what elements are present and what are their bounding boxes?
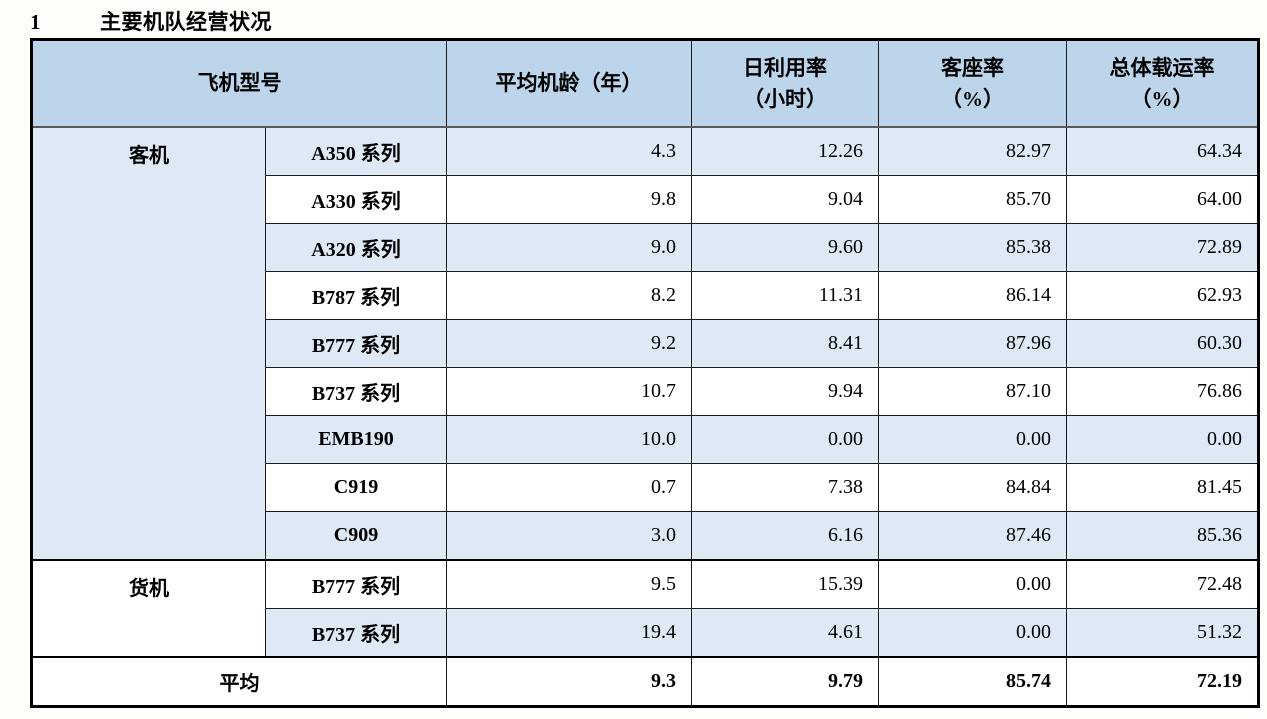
table-row-b737-passenger: B737 系列 10.7 9.94 87.10 76.86 bbox=[32, 367, 1259, 416]
load-factor-cell: 87.96 bbox=[878, 319, 1067, 368]
load-factor-average-cell: 85.74 bbox=[878, 656, 1067, 707]
col-header-load-factor-line1: 客座率 bbox=[941, 56, 1004, 81]
overall-load-cell: 72.89 bbox=[1066, 223, 1259, 272]
avg-age-cell: 10.0 bbox=[446, 415, 692, 464]
overall-load-cell: 60.30 bbox=[1066, 319, 1259, 368]
table-row-c909: C909 3.0 6.16 87.46 85.36 bbox=[32, 511, 1259, 561]
overall-load-cell: 64.34 bbox=[1066, 126, 1259, 176]
model-cell: B787 系列 bbox=[265, 271, 447, 320]
daily-util-cell: 12.26 bbox=[691, 126, 879, 176]
model-cell: C909 bbox=[265, 511, 447, 561]
avg-age-cell: 4.3 bbox=[446, 126, 692, 176]
avg-age-cell: 9.5 bbox=[446, 559, 692, 609]
avg-age-cell: 9.2 bbox=[446, 319, 692, 368]
load-factor-cell: 0.00 bbox=[878, 608, 1067, 658]
table-row-a350: 客机 A350 系列 4.3 12.26 82.97 64.34 bbox=[31, 126, 1259, 561]
model-cell: B737 系列 bbox=[265, 367, 447, 416]
avg-age-cell: 0.7 bbox=[446, 463, 692, 512]
group-cell-cargo: 货机 bbox=[31, 559, 266, 658]
model-cell: A350 系列 bbox=[265, 126, 447, 176]
section-number: 1 bbox=[30, 10, 41, 34]
avg-age-cell: 19.4 bbox=[446, 608, 692, 658]
col-header-load-factor-line2: （%） bbox=[941, 86, 1004, 111]
overall-load-cell: 62.93 bbox=[1066, 271, 1259, 320]
load-factor-cell: 86.14 bbox=[878, 271, 1067, 320]
avg-age-cell: 10.7 bbox=[446, 367, 692, 416]
model-cell: B737 系列 bbox=[265, 608, 447, 658]
header-row: 飞机型号 平均机龄（年） 日利用率 （小时） 客座率 （%） 总体载运率 （%） bbox=[31, 39, 1259, 128]
daily-util-cell: 11.31 bbox=[691, 271, 879, 320]
daily-util-cell: 8.41 bbox=[691, 319, 879, 368]
overall-load-cell: 85.36 bbox=[1066, 511, 1259, 561]
col-header-daily-utilization-line2: （小时） bbox=[743, 86, 827, 111]
daily-util-cell: 9.94 bbox=[691, 367, 879, 416]
table-row-a320: A320 系列 9.0 9.60 85.38 72.89 bbox=[32, 223, 1259, 272]
col-header-overall-load-line2: （%） bbox=[1130, 86, 1194, 111]
load-factor-cell: 82.97 bbox=[878, 126, 1067, 176]
model-cell: B777 系列 bbox=[265, 559, 447, 609]
avg-age-cell: 9.8 bbox=[446, 175, 692, 224]
col-header-overall-load: 总体载运率 （%） bbox=[1066, 39, 1259, 128]
overall-load-cell: 64.00 bbox=[1066, 175, 1259, 224]
load-factor-cell: 85.38 bbox=[878, 223, 1067, 272]
overall-load-cell: 76.86 bbox=[1066, 367, 1259, 416]
col-header-daily-utilization: 日利用率 （小时） bbox=[691, 39, 879, 128]
model-cell: EMB190 bbox=[265, 415, 447, 464]
avg-age-average-cell: 9.3 bbox=[446, 656, 692, 707]
page-title: 主要机队经营状况 bbox=[100, 10, 272, 34]
fleet-operations-table: 飞机型号 平均机龄（年） 日利用率 （小时） 客座率 （%） 总体载运率 （%）… bbox=[30, 38, 1260, 708]
model-cell: B777 系列 bbox=[265, 319, 447, 368]
model-cell: C919 bbox=[265, 463, 447, 512]
overall-load-cell: 81.45 bbox=[1066, 463, 1259, 512]
daily-util-cell: 9.60 bbox=[691, 223, 879, 272]
load-factor-cell: 84.84 bbox=[878, 463, 1067, 512]
daily-util-average-cell: 9.79 bbox=[691, 656, 879, 707]
load-factor-cell: 85.70 bbox=[878, 175, 1067, 224]
col-header-load-factor: 客座率 （%） bbox=[878, 39, 1067, 128]
table-row-b777-passenger: B777 系列 9.2 8.41 87.96 60.30 bbox=[32, 319, 1259, 368]
col-header-daily-utilization-line1: 日利用率 bbox=[743, 56, 827, 81]
average-label-cell: 平均 bbox=[31, 656, 447, 707]
table-row-b777-cargo: 货机 B777 系列 9.5 15.39 0.00 72.48 bbox=[31, 559, 1259, 658]
daily-util-cell: 15.39 bbox=[691, 559, 879, 609]
load-factor-cell: 0.00 bbox=[878, 415, 1067, 464]
daily-util-cell: 0.00 bbox=[691, 415, 879, 464]
overall-load-cell: 51.32 bbox=[1066, 608, 1259, 658]
col-header-overall-load-line1: 总体载运率 bbox=[1109, 56, 1215, 81]
table-row-average: 平均 9.3 9.79 85.74 72.19 bbox=[31, 656, 1259, 707]
table-row-c919: C919 0.7 7.38 84.84 81.45 bbox=[32, 463, 1259, 512]
daily-util-cell: 7.38 bbox=[691, 463, 879, 512]
load-factor-cell: 0.00 bbox=[878, 559, 1067, 609]
table-row-emb190: EMB190 10.0 0.00 0.00 0.00 bbox=[32, 415, 1259, 464]
model-cell: A330 系列 bbox=[265, 175, 447, 224]
avg-age-cell: 8.2 bbox=[446, 271, 692, 320]
section-title: 1 主要机队经营状况 bbox=[0, 0, 1267, 34]
table-row-a330: A330 系列 9.8 9.04 85.70 64.00 bbox=[32, 175, 1259, 224]
load-factor-cell: 87.46 bbox=[878, 511, 1067, 561]
avg-age-cell: 3.0 bbox=[446, 511, 692, 561]
overall-load-average-cell: 72.19 bbox=[1066, 656, 1259, 707]
daily-util-cell: 9.04 bbox=[691, 175, 879, 224]
table-row-b787: B787 系列 8.2 11.31 86.14 62.93 bbox=[32, 271, 1259, 320]
col-header-avg-age: 平均机龄（年） bbox=[446, 39, 692, 128]
load-factor-cell: 87.10 bbox=[878, 367, 1067, 416]
col-header-aircraft-model: 飞机型号 bbox=[31, 39, 447, 128]
overall-load-cell: 0.00 bbox=[1066, 415, 1259, 464]
avg-age-cell: 9.0 bbox=[446, 223, 692, 272]
group-cell-passenger: 客机 bbox=[31, 126, 266, 561]
daily-util-cell: 6.16 bbox=[691, 511, 879, 561]
model-cell: A320 系列 bbox=[265, 223, 447, 272]
overall-load-cell: 72.48 bbox=[1066, 559, 1259, 609]
daily-util-cell: 4.61 bbox=[691, 608, 879, 658]
